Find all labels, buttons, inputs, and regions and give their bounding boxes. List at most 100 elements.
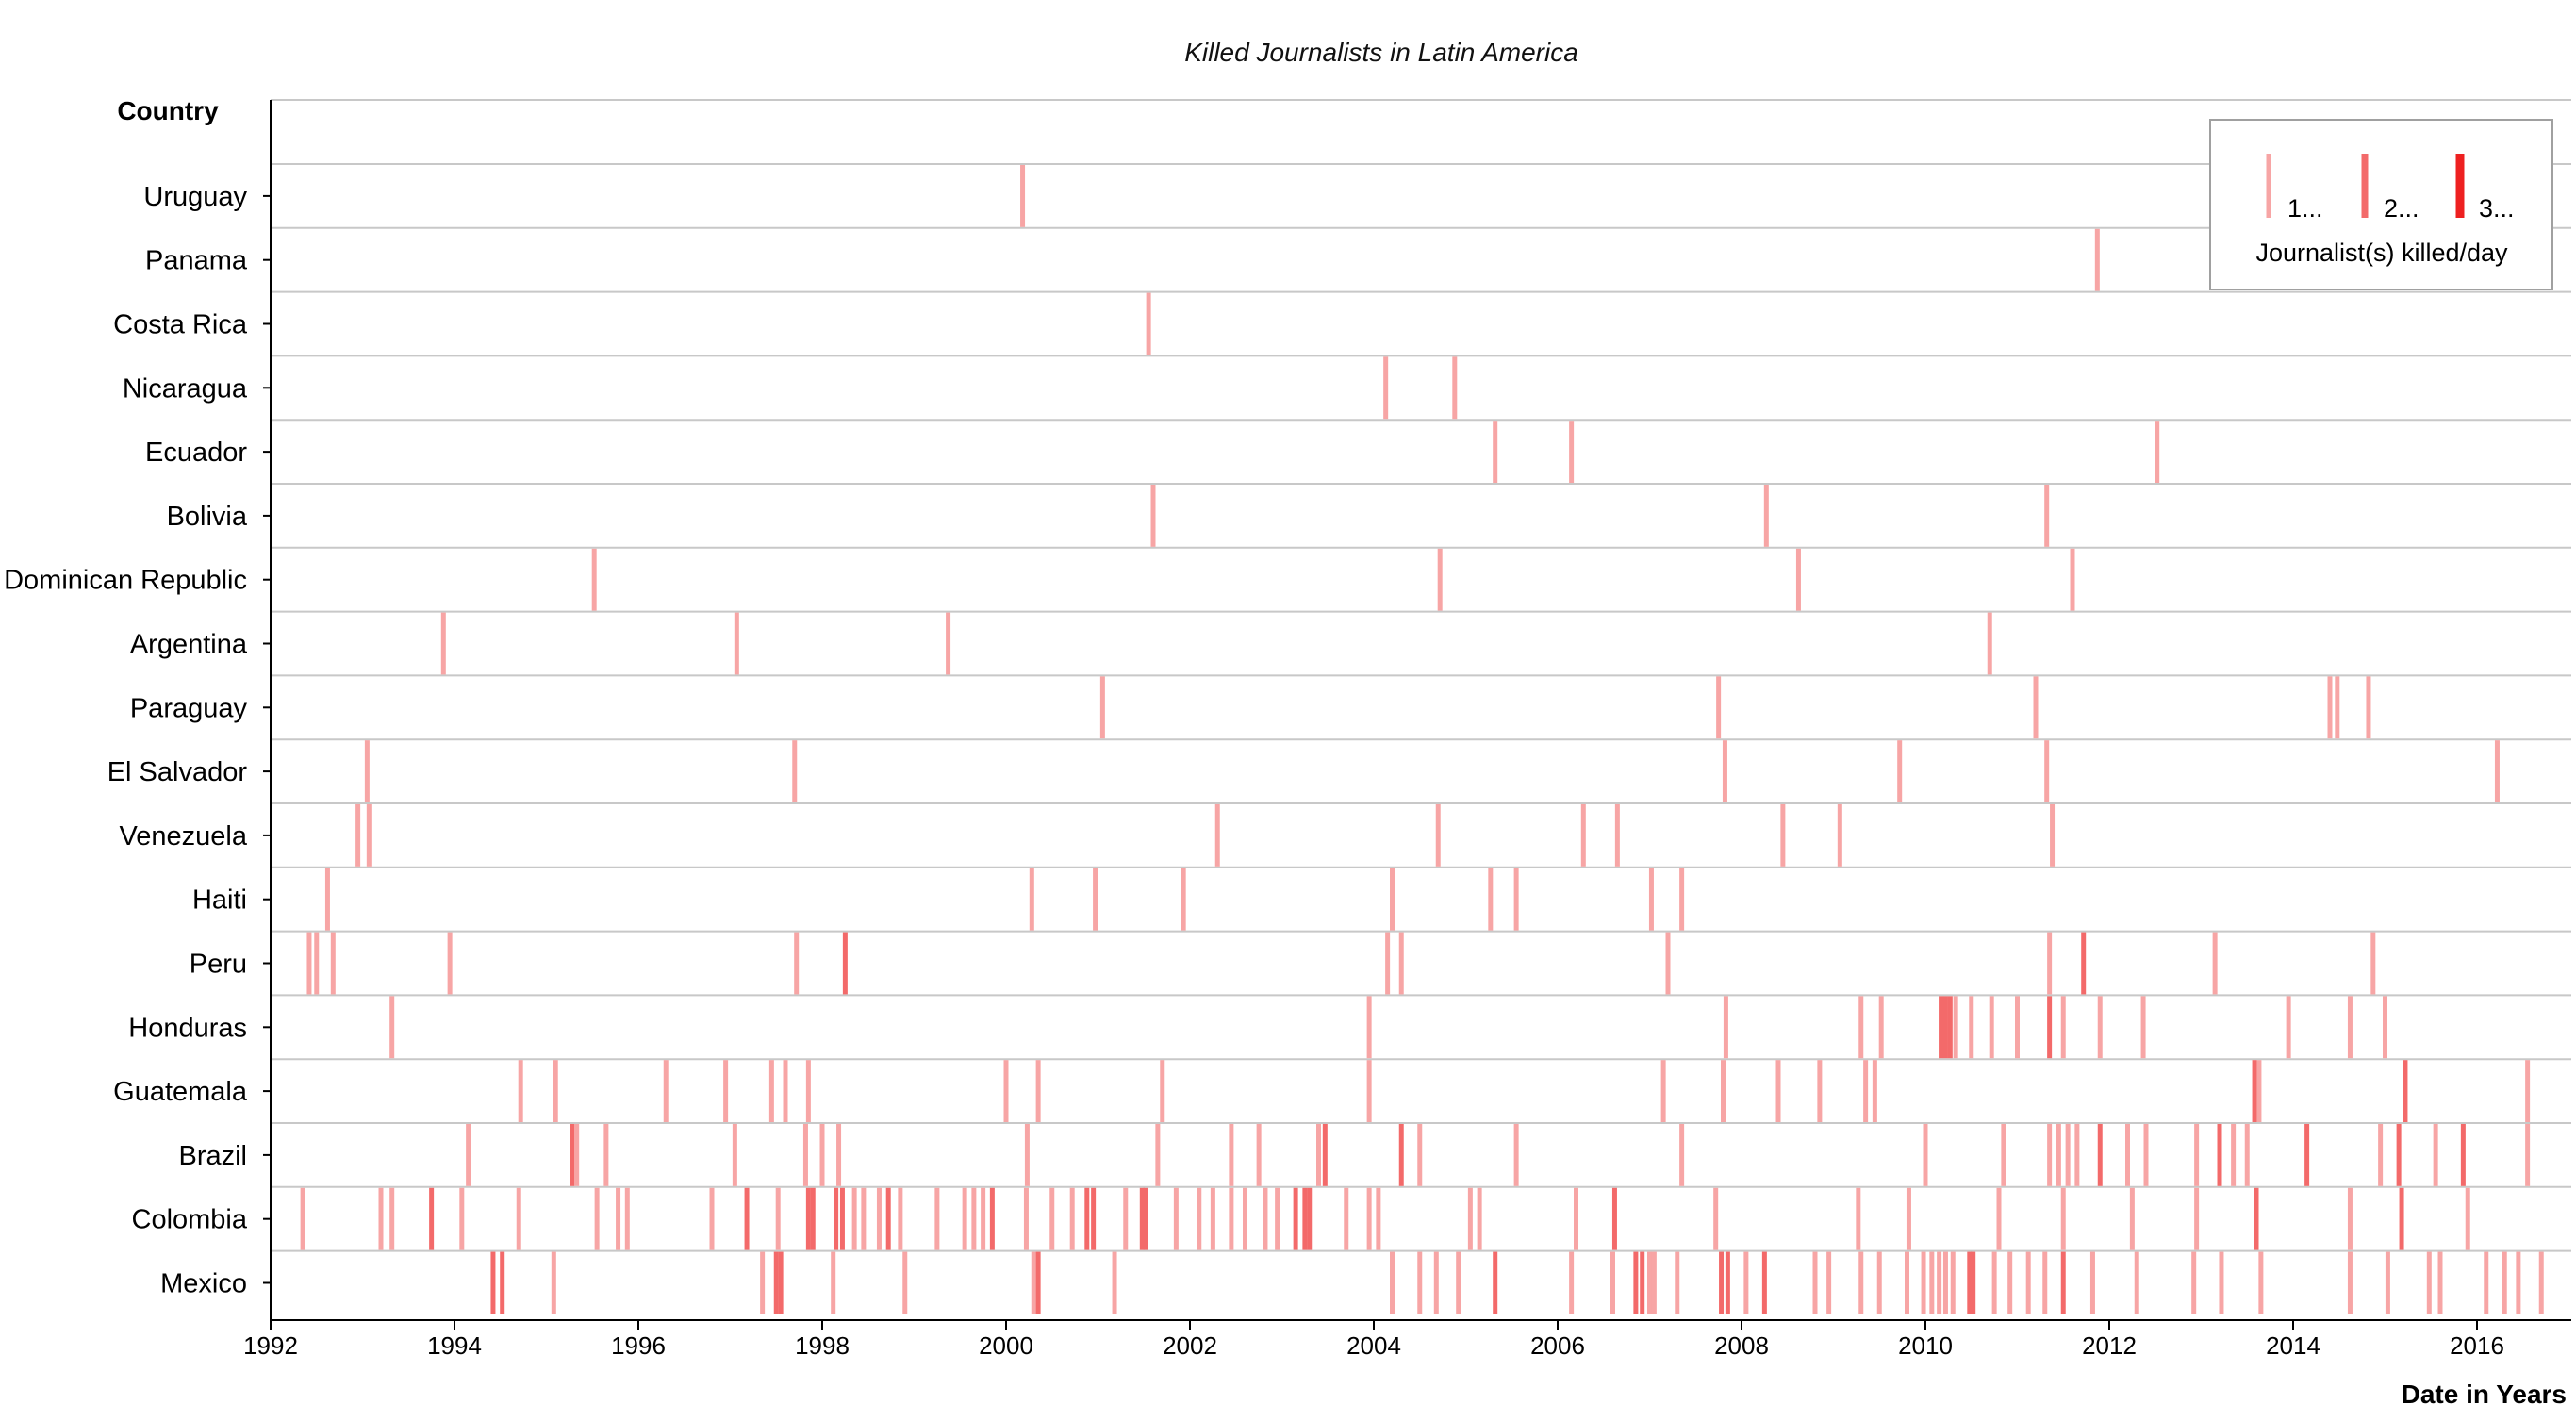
event-mark [2134,1251,2139,1314]
x-tick-label: 2006 [1530,1331,1585,1360]
event-mark [1942,1251,1948,1314]
event-mark [2525,1060,2531,1122]
event-mark [775,1187,781,1250]
event-mark [1197,1187,1202,1250]
event-mark [1665,932,1671,995]
event-mark [1614,804,1620,867]
event-mark [971,1187,977,1250]
event-mark [591,548,597,611]
country-label: Guatemala [113,1077,248,1107]
event-mark [1675,1251,1680,1314]
event-mark [2396,1124,2402,1186]
x-tick-label: 1992 [243,1331,298,1360]
event-mark [1795,548,1801,611]
event-mark [1150,485,1156,547]
event-mark [1307,1187,1313,1250]
x-tick-label: 2010 [1898,1331,1953,1360]
event-mark [2484,1251,2489,1314]
event-mark [836,1124,842,1186]
event-mark [2399,1187,2404,1250]
event-mark [1580,804,1586,867]
event-mark [2044,740,2050,802]
event-mark [1610,1251,1615,1314]
event-mark [1725,1251,1730,1314]
event-mark [1858,1251,1864,1314]
event-mark [1574,1187,1578,1250]
country-label: Argentina [130,630,248,660]
country-label: Paraguay [130,693,248,723]
event-mark [2007,1251,2013,1314]
event-mark [1876,1251,1882,1314]
event-mark [2378,1124,2384,1186]
event-mark [1433,1251,1439,1314]
event-mark [1513,868,1519,931]
event-mark [1723,996,1728,1059]
event-mark [378,1187,384,1250]
event-mark [2097,996,2103,1059]
event-mark [1716,676,1722,739]
event-mark [1210,1187,1215,1250]
event-mark [2502,1251,2507,1314]
event-mark [500,1251,505,1314]
country-label: Bolivia [167,502,248,532]
country-label: Ecuador [145,438,247,468]
event-mark [1679,868,1685,931]
event-mark [1091,1187,1097,1250]
event-mark [1383,356,1389,420]
event-mark [1971,1251,1976,1314]
event-mark [1344,1187,1349,1250]
event-mark [1456,1251,1461,1314]
event-mark [732,1124,737,1186]
event-mark [2097,1124,2103,1186]
event-mark [1878,996,1884,1059]
event-mark [1856,1187,1861,1250]
country-label: Dominican Republic [4,566,247,596]
country-label: Nicaragua [123,373,248,404]
legend-label: 3... [2479,194,2515,223]
event-mark [2081,932,2087,995]
event-mark [1493,1251,1498,1314]
event-mark [2050,804,2056,867]
event-mark [2125,1124,2130,1186]
event-mark [1953,996,1958,1059]
event-mark [709,1187,715,1250]
event-mark [1023,1187,1029,1250]
event-mark [885,1187,891,1250]
event-mark [389,1187,395,1250]
event-mark [2140,996,2146,1059]
legend-label: 2... [2384,194,2419,223]
event-mark [1035,1251,1041,1314]
event-mark [324,868,330,931]
event-mark [1906,1187,1911,1250]
event-mark [834,1187,839,1250]
row-gridlines [263,99,2571,1284]
event-mark [802,1124,808,1186]
x-axis-title: Date in Years [2402,1380,2567,1405]
event-mark [2437,1251,2443,1314]
event-mark [490,1251,496,1314]
event-mark [2231,1124,2237,1186]
event-mark [1467,1187,1473,1250]
event-mark [314,932,320,995]
event-mark [1569,1251,1575,1314]
event-mark [1651,1251,1657,1314]
event-mark [1435,804,1441,867]
event-mark [2254,1187,2259,1250]
event-mark [570,1124,575,1186]
x-tick-label: 1996 [611,1331,666,1360]
event-mark [819,1124,825,1186]
event-mark [364,740,370,802]
event-mark [447,932,453,995]
event-mark [2335,676,2340,739]
event-mark [723,1060,729,1122]
event-mark [1611,1187,1617,1250]
legend-swatch [2361,154,2369,218]
country-label: Uruguay [143,182,247,212]
event-mark [1477,1187,1482,1250]
event-mark [1024,1124,1030,1186]
event-marks [300,165,2544,1314]
event-mark [516,1187,521,1250]
event-mark [1160,1060,1165,1122]
event-mark [2252,1060,2257,1122]
event-mark [1256,1124,1262,1186]
